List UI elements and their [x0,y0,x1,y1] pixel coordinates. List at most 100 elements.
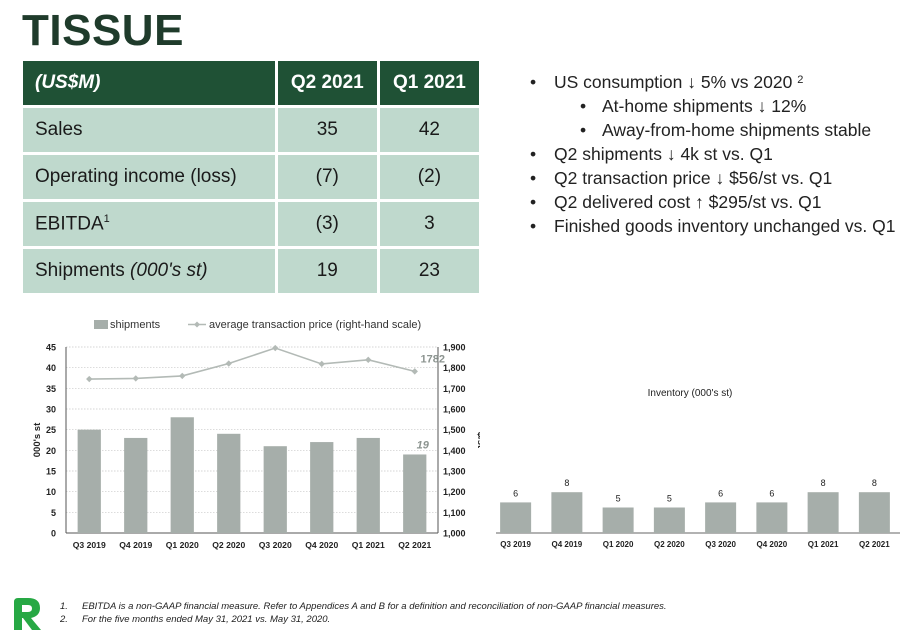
x-tick-label: Q2 2020 [212,540,245,550]
bar-shipments [356,437,380,533]
row-label-text: Sales [35,119,83,140]
x-tick-label: Q2 2021 [398,540,431,550]
row-value-q2: 19 [277,249,377,293]
row-label-text: Shipments [35,260,131,281]
data-label-inventory: 8 [821,478,826,488]
bullet-text: Q2 shipments ↓ 4k st vs. Q1 [554,144,773,164]
table-header-row: (US$M) Q2 2021 Q1 2021 [23,61,479,105]
y-tick-label: 40 [46,363,56,373]
line-price [89,347,415,380]
x-tick-label: Q2 2020 [654,540,685,549]
row-value-q2: (7) [277,155,377,199]
x-tick-label: Q4 2019 [552,540,583,549]
table-row: EBITDA1 (3) 3 [23,202,479,246]
leaf-r-logo-icon [14,598,41,630]
x-tick-label: Q3 2019 [500,540,531,549]
footnote: 2. For the five months ended May 31, 2021… [60,613,667,626]
bullet-text: US consumption ↓ 5% vs 2020 [554,72,798,92]
point-price [365,356,372,364]
bar-shipments [124,437,148,533]
data-label-inventory: 5 [667,494,672,504]
row-value-q1: 3 [379,202,479,246]
point-price [411,368,418,375]
bullet-item: US consumption ↓ 5% vs 2020 2 [528,70,922,94]
bullet-list: US consumption ↓ 5% vs 2020 2 At-home sh… [528,70,922,238]
bullet-item: Q2 transaction price ↓ $56/st vs. Q1 [528,166,922,190]
bar-shipments [77,429,101,533]
bullet-item: At-home shipments ↓ 12% [528,94,922,118]
bullet-text: Q2 transaction price ↓ $56/st vs. Q1 [554,168,833,188]
footnote: 1. EBITDA is a non-GAAP financial measure… [60,600,667,613]
financial-table: (US$M) Q2 2021 Q1 2021 Sales 35 42 Opera… [20,58,482,296]
y-tick-label: 45 [46,343,56,353]
data-label-inventory: 5 [616,494,621,504]
bullet-item: Away-from-home shipments stable [528,118,922,142]
footnote-number: 2. [60,614,68,625]
legend-label-shipments: shipments [110,319,161,331]
shipments-price-chart: shipments average transaction price (righ… [32,319,480,550]
bar-inventory [602,507,634,533]
bullet-text: Q2 delivered cost ↑ $295/st vs. Q1 [554,192,822,212]
inventory-chart: Inventory (000's st) 6 Q3 2019 8 Q4 2019 5 Q1 … [496,388,900,549]
row-value-q2: 35 [277,108,377,152]
point-price [225,360,232,367]
footnote-text: EBITDA is a non-GAAP financial measure. … [82,601,667,612]
y2-tick-label: 1,900 [443,343,466,353]
bar-inventory [551,492,583,533]
y2-tick-label: 1,600 [443,405,466,415]
y-tick-label: 35 [46,384,56,394]
y2-tick-label: 1,400 [443,446,466,456]
bullet-text: Finished goods inventory unchanged vs. Q… [554,216,896,236]
point-price [132,375,139,382]
bar-shipments [403,454,427,533]
data-label-inventory: 8 [564,478,569,488]
table-header-units: (US$M) [23,61,275,105]
y-axis-title: 000's st [32,422,43,457]
row-value-q1: 23 [379,249,479,293]
row-label: Operating income (loss) [23,155,275,199]
legend-swatch-shipments [94,320,108,329]
row-label-text: EBITDA [35,213,104,235]
y-tick-label: 30 [46,405,56,415]
y-tick-label: 10 [46,487,56,497]
x-tick-label: Q3 2020 [259,540,292,550]
bullet-item: Q2 delivered cost ↑ $295/st vs. Q1 [528,190,922,214]
y-tick-label: 15 [46,467,56,477]
bar-inventory [858,492,890,533]
x-tick-label: Q4 2020 [305,540,338,550]
data-label-inventory: 6 [718,488,723,498]
row-value-q1: (2) [379,155,479,199]
y-tick-label: 25 [46,425,56,435]
y-tick-label: 5 [51,508,56,518]
point-price [318,360,325,368]
y2-axis-title: $/st [475,432,480,449]
bar-shipments [310,442,334,533]
x-tick-label: Q1 2020 [603,540,634,549]
row-label: EBITDA1 [23,202,275,246]
y2-tick-label: 1,200 [443,487,466,497]
bullet-text: Away-from-home shipments stable [602,120,872,140]
bullet-text: At-home shipments ↓ 12% [602,96,807,116]
row-value-q2: (3) [277,202,377,246]
x-tick-label: Q1 2020 [166,540,199,550]
y2-tick-label: 1,800 [443,363,466,373]
footnote-ref: 2 [797,74,804,86]
point-price [272,344,279,352]
y2-tick-label: 1,100 [443,508,466,518]
bar-shipments [217,433,241,533]
x-tick-label: Q3 2020 [705,540,736,549]
y2-tick-label: 1,000 [443,529,466,539]
y-tick-label: 20 [46,446,56,456]
bar-inventory [500,502,532,533]
row-label: Sales [23,108,275,152]
row-label-units: (000's st) [130,260,208,281]
table-row: Operating income (loss) (7) (2) [23,155,479,199]
table-header-q1: Q1 2021 [379,61,479,105]
data-label-inventory: 6 [513,488,518,498]
row-value-q1: 42 [379,108,479,152]
bar-inventory [653,507,685,533]
row-label-text: Operating income (loss) [35,166,237,187]
footnote-number: 1. [60,601,68,612]
bar-shipments [170,417,194,533]
table-row: Shipments (000's st) 19 23 [23,249,479,293]
